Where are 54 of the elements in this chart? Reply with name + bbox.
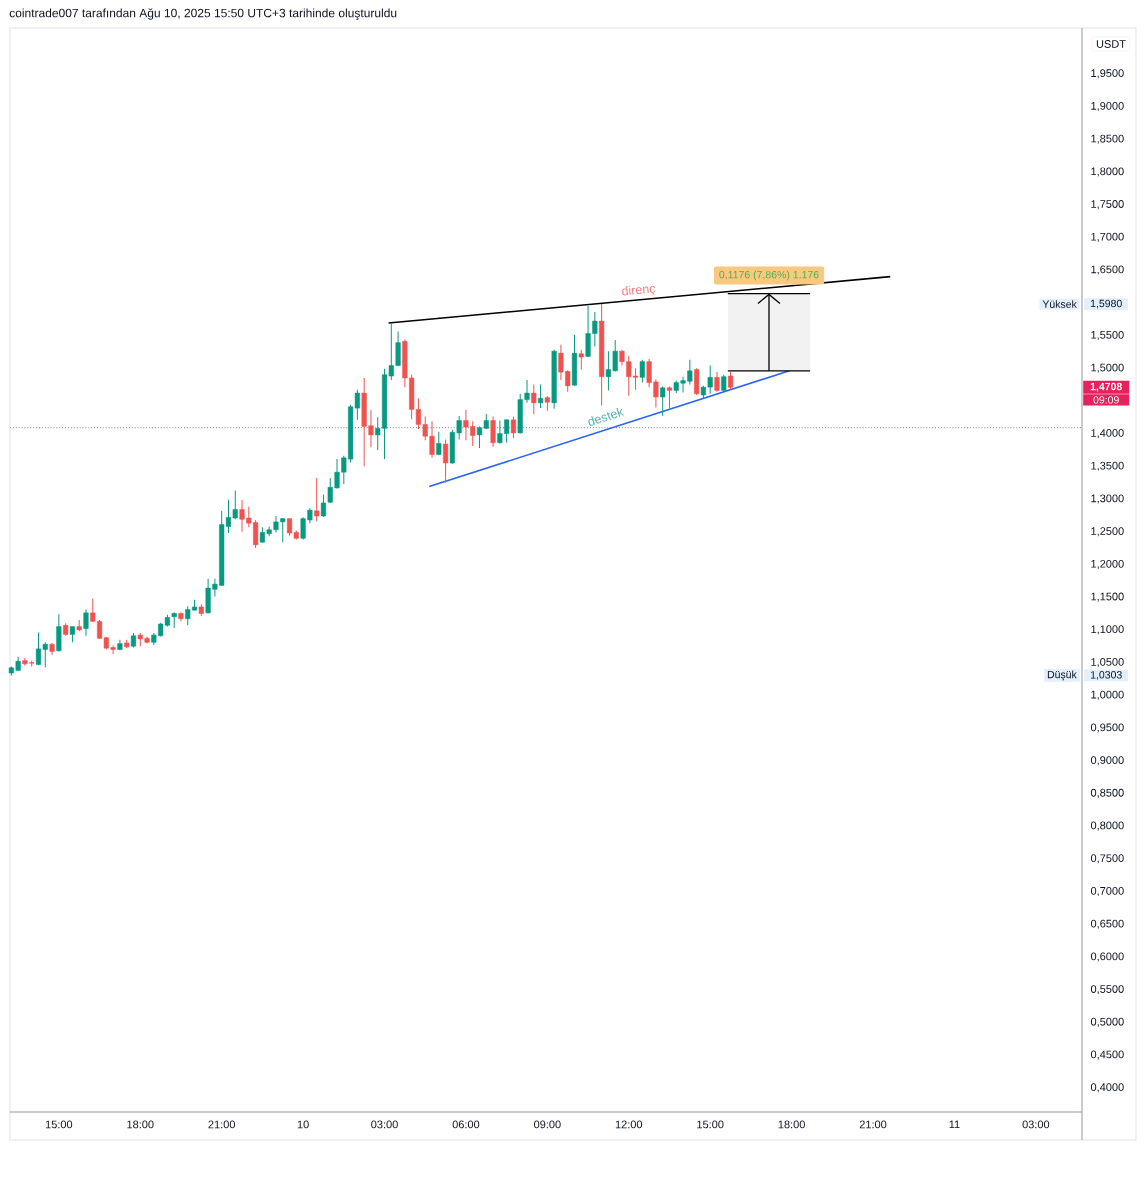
chart-subtitle: cointrade007 tarafından Ağu 10, 2025 15:50 UTC+3 tarihinde oluşturuldu: [9, 8, 397, 20]
y-tick-label: 0,8500: [1090, 788, 1124, 798]
y-tick-label: 0,8000: [1090, 821, 1124, 831]
text: 09:09: [1093, 396, 1119, 404]
y-tick-label: 0,6500: [1090, 919, 1124, 929]
x-tick-label: 18:00: [778, 1120, 805, 1129]
x-tick-label: 15:00: [697, 1120, 724, 1129]
x-tick-label: 11: [949, 1120, 960, 1129]
x-tick-label: 03:00: [371, 1120, 398, 1129]
text: 1,4708: [1090, 382, 1122, 392]
x-tick-label: 03:00: [1022, 1120, 1050, 1129]
x-tick-label: 15:00: [45, 1120, 73, 1129]
y-axis-title: USDT: [1096, 40, 1126, 48]
y-tick-label: 0,9500: [1090, 723, 1124, 733]
y-tick-label: 1,8500: [1091, 134, 1124, 144]
x-tick-label: 09:00: [534, 1120, 561, 1129]
y-tick-label: 1,5000: [1091, 363, 1124, 373]
text: 1,0303: [1090, 671, 1122, 680]
annotation: Düşük: [1047, 670, 1077, 681]
x-tick-label: 12:00: [615, 1120, 643, 1129]
y-tick-label: 1,2000: [1091, 559, 1124, 569]
y-tick-label: 0,4000: [1090, 1083, 1124, 1093]
y-tick-label: 0,4500: [1090, 1050, 1124, 1060]
y-tick-label: 1,7500: [1091, 200, 1124, 210]
y-tick-label: 1,0500: [1091, 658, 1124, 668]
y-tick-label: 1,2500: [1091, 527, 1124, 537]
annotation: Yüksek: [1042, 300, 1077, 308]
x-tick-label: 06:00: [452, 1120, 480, 1129]
y-tick-label: 0,9000: [1090, 756, 1124, 766]
x-tick-label: 10: [297, 1120, 309, 1129]
y-tick-label: 1,9500: [1091, 69, 1124, 79]
y-tick-label: 1,3000: [1091, 494, 1124, 504]
annotation: destek: [588, 407, 625, 426]
y-tick-label: 1,5500: [1091, 330, 1124, 341]
y-tick-label: 0,5500: [1090, 985, 1124, 995]
y-tick-label: 0,6000: [1090, 952, 1124, 962]
y-tick-label: 0,7000: [1090, 887, 1124, 897]
y-tick-label: 1,0000: [1091, 690, 1124, 700]
annotation: 0,1176 (7,86%) 1.176: [719, 270, 819, 281]
y-tick-label: 1,1500: [1091, 592, 1124, 602]
y-tick-label: 0,5000: [1090, 1017, 1124, 1027]
x-tick-label: 18:00: [127, 1120, 154, 1129]
x-tick-label: 21:00: [208, 1120, 235, 1129]
y-tick-label: 1,4000: [1091, 429, 1124, 439]
y-tick-label: 1,1000: [1091, 625, 1124, 635]
y-tick-label: 0,7500: [1090, 854, 1124, 864]
y-tick-label: 1,6500: [1091, 265, 1124, 275]
y-tick-label: 1,8000: [1091, 167, 1124, 177]
y-tick-label: 1,7000: [1091, 232, 1124, 242]
annotation: direnç: [622, 285, 656, 296]
x-tick-label: 21:00: [859, 1120, 887, 1129]
y-tick-label: 1,9000: [1091, 101, 1124, 112]
text: 1,5980: [1090, 299, 1122, 309]
y-tick-label: 1,3500: [1091, 461, 1124, 471]
